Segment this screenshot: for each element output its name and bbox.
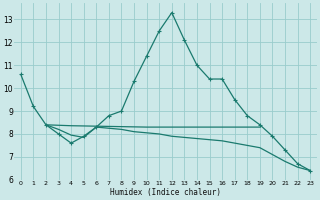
X-axis label: Humidex (Indice chaleur): Humidex (Indice chaleur)	[110, 188, 221, 197]
